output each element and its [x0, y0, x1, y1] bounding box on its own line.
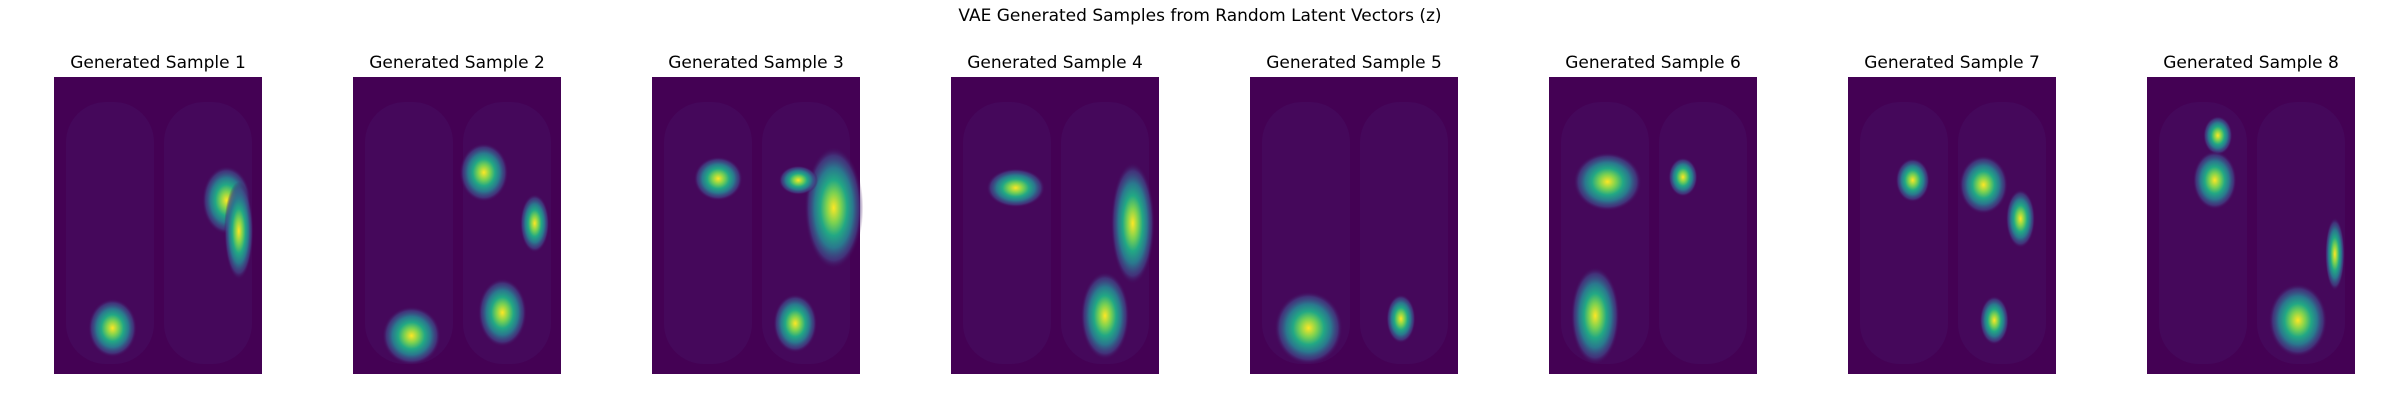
activation-blob: [1274, 291, 1344, 365]
activation-blob: [1386, 294, 1416, 344]
activation-blob: [1570, 266, 1620, 365]
activation-blob: [87, 298, 138, 358]
activation-blob: [1958, 155, 2009, 215]
activation-blob: [1979, 295, 2010, 345]
activation-blob: [693, 156, 743, 201]
activation-blob: [2203, 115, 2233, 156]
activation-blob: [1573, 152, 1643, 212]
activation-blob: [1110, 161, 1155, 285]
body-outline: [66, 102, 154, 364]
activation-blob: [381, 306, 442, 366]
panel-title: Generated Sample 8: [2163, 53, 2339, 73]
activation-blob: [986, 168, 1046, 208]
activation-blob: [224, 181, 254, 281]
sample-image: [951, 77, 1159, 374]
activation-blob: [477, 278, 528, 348]
body-outline: [664, 102, 752, 364]
body-outline: [1360, 102, 1448, 364]
sample-image: [1250, 77, 1458, 374]
activation-blob: [2268, 283, 2328, 358]
panel-title: Generated Sample 6: [1565, 53, 1741, 73]
activation-blob: [804, 146, 864, 270]
panel-title: Generated Sample 2: [369, 53, 545, 73]
activation-blob: [519, 193, 550, 253]
body-outline: [2159, 102, 2247, 364]
sample-image: [54, 77, 262, 374]
activation-blob: [1668, 157, 1698, 197]
body-outline: [1659, 102, 1747, 364]
body-outline: [365, 102, 453, 364]
panel-title: Generated Sample 7: [1864, 53, 2040, 73]
panel-title: Generated Sample 5: [1266, 53, 1442, 73]
sample-image: [652, 77, 864, 374]
panel-title: Generated Sample 4: [967, 53, 1143, 73]
sample-image: [2147, 77, 2355, 374]
sample-image: [1848, 77, 2056, 374]
sample-image: [353, 77, 561, 374]
activation-blob: [459, 142, 509, 203]
activation-blob: [2192, 150, 2237, 210]
activation-blob: [773, 293, 818, 353]
sample-image: [1549, 77, 1757, 374]
activation-blob: [2005, 189, 2036, 249]
activation-blob: [1895, 158, 1930, 203]
activation-blob: [1080, 271, 1130, 361]
body-outline: [963, 102, 1051, 364]
panel-title: Generated Sample 1: [70, 53, 246, 73]
body-outline: [1860, 102, 1948, 364]
figure-title: VAE Generated Samples from Random Latent…: [958, 6, 1441, 26]
activation-blob: [2325, 217, 2345, 292]
activation-blob: [778, 165, 819, 195]
panel-title: Generated Sample 3: [668, 53, 844, 73]
